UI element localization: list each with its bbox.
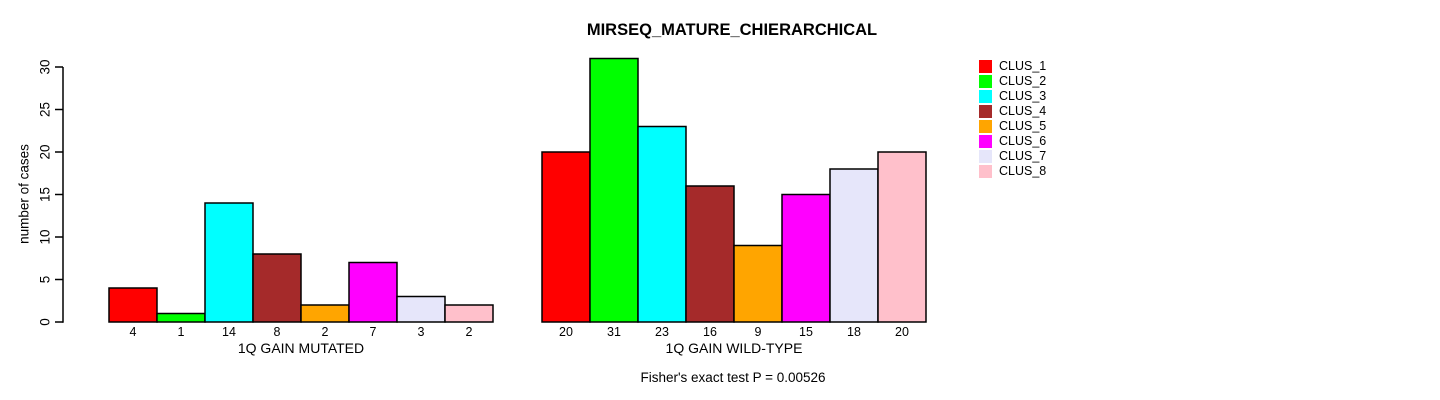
bar-1q-gain-wild-type-clus-6: [781, 193, 831, 323]
legend-item: CLUS_2: [979, 75, 1046, 88]
bar-1q-gain-mutated-clus-6: [348, 261, 398, 323]
bar-value-label: 9: [755, 325, 762, 339]
bar-1q-gain-mutated-clus-7: [396, 295, 446, 323]
y-axis-title: number of cases: [17, 144, 32, 244]
legend-label: CLUS_3: [999, 89, 1047, 103]
bar-value-label: 23: [655, 325, 669, 339]
bar-value-label: 14: [222, 325, 236, 339]
y-axis-tick-label: 30: [38, 59, 53, 74]
bar-1q-gain-mutated-clus-3: [204, 202, 254, 323]
bar-value-label: 15: [799, 325, 813, 339]
bar-value-label: 20: [559, 325, 573, 339]
y-axis-tick-label: 10: [38, 229, 53, 244]
legend-item: CLUS_4: [979, 105, 1046, 118]
legend-label: CLUS_7: [999, 149, 1047, 163]
legend-item: CLUS_7: [979, 150, 1046, 163]
bar-value-label: 2: [322, 325, 329, 339]
legend-swatch-clus-1: [979, 60, 992, 73]
y-axis-tick-label: 25: [38, 102, 53, 117]
bar-1q-gain-wild-type-clus-1: [541, 151, 591, 323]
legend-swatch-clus-6: [979, 135, 992, 148]
bar-1q-gain-wild-type-clus-2: [589, 57, 639, 323]
bar-value-label: 7: [370, 325, 377, 339]
legend-label: CLUS_8: [999, 164, 1047, 178]
bar-1q-gain-mutated-clus-4: [252, 253, 302, 323]
x-axis-label-1q-gain-mutated: 1Q GAIN MUTATED: [238, 340, 364, 356]
legend: CLUS_1 CLUS_2 CLUS_3 CLUS_4 CLUS_5 CLUS_6 CLUS…: [979, 60, 1046, 180]
legend-item: CLUS_3: [979, 90, 1046, 103]
legend-item: CLUS_5: [979, 120, 1046, 133]
bar-value-label: 3: [418, 325, 425, 339]
bar-value-label: 2: [466, 325, 473, 339]
annotation-fisher-test: Fisher's exact test P = 0.00526: [640, 370, 826, 385]
bar-1q-gain-mutated-clus-5: [300, 304, 350, 323]
legend-swatch-clus-3: [979, 90, 992, 103]
bar-value-label: 31: [607, 325, 621, 339]
bar-value-label: 16: [703, 325, 717, 339]
bar-1q-gain-wild-type-clus-3: [637, 125, 687, 323]
bar-1q-gain-mutated-clus-2: [156, 312, 206, 323]
y-axis-tick-label: 5: [38, 276, 53, 284]
bar-value-label: 20: [895, 325, 909, 339]
legend-label: CLUS_2: [999, 74, 1047, 88]
bar-1q-gain-wild-type-clus-5: [733, 244, 783, 323]
legend-item: CLUS_6: [979, 135, 1046, 148]
y-axis-tick-label: 0: [38, 318, 53, 326]
legend-swatch-clus-7: [979, 150, 992, 163]
legend-label: CLUS_4: [999, 104, 1047, 118]
bar-1q-gain-mutated-clus-1: [108, 287, 158, 323]
bar-1q-gain-mutated-clus-8: [444, 304, 494, 323]
bar-value-label: 18: [847, 325, 861, 339]
x-axis-label-1q-gain-wild-type: 1Q GAIN WILD-TYPE: [666, 340, 803, 356]
legend-swatch-clus-4: [979, 105, 992, 118]
bar-1q-gain-wild-type-clus-8: [877, 151, 927, 323]
legend-item: CLUS_8: [979, 165, 1046, 178]
legend-label: CLUS_5: [999, 119, 1047, 133]
legend-swatch-clus-2: [979, 75, 992, 88]
bar-1q-gain-wild-type-clus-4: [685, 185, 735, 323]
bar-1q-gain-wild-type-clus-7: [829, 168, 879, 323]
y-axis-tick-label: 20: [38, 144, 53, 159]
legend-swatch-clus-5: [979, 120, 992, 133]
legend-swatch-clus-8: [979, 165, 992, 178]
chart-title: MIRSEQ_MATURE_CHIERARCHICAL: [586, 21, 878, 39]
legend-item: CLUS_1: [979, 60, 1046, 73]
legend-label: CLUS_6: [999, 134, 1047, 148]
bar-value-label: 4: [130, 325, 137, 339]
bar-value-label: 8: [274, 325, 281, 339]
bar-value-label: 1: [178, 325, 185, 339]
legend-label: CLUS_1: [999, 59, 1047, 73]
y-axis-tick-label: 15: [38, 187, 53, 202]
